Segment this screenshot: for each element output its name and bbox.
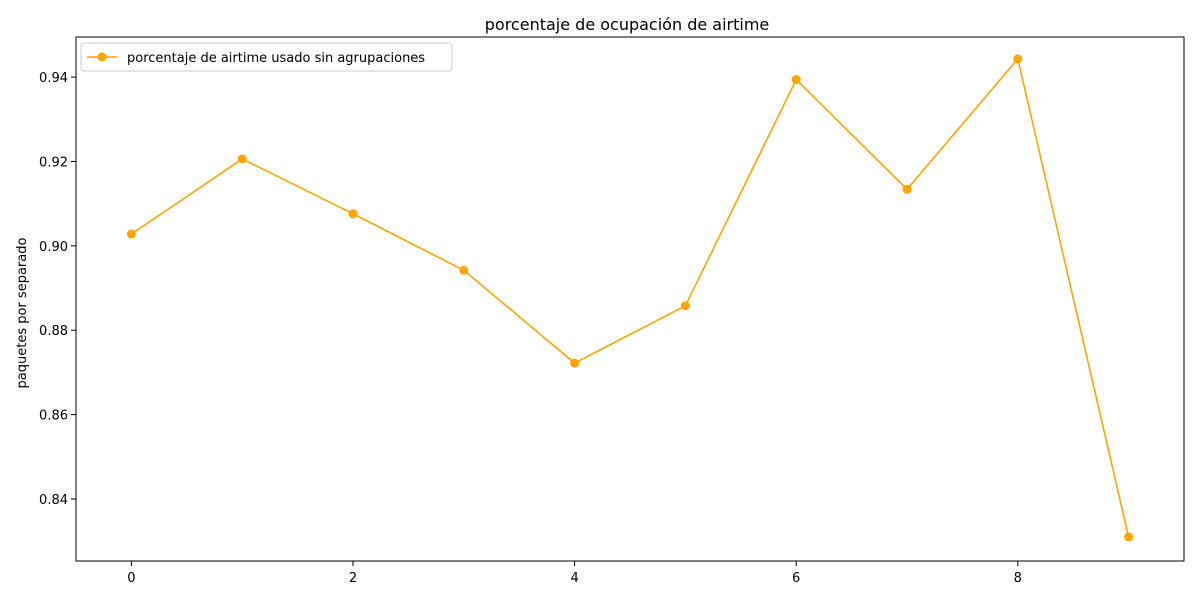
chart-title: porcentaje de ocupación de airtime [485, 15, 770, 34]
data-point [902, 184, 912, 194]
data-point [791, 75, 801, 85]
y-tick-label: 0.86 [39, 409, 68, 424]
legend-box [80, 42, 453, 72]
data-point [237, 154, 247, 164]
data-point [126, 229, 136, 239]
data-point [459, 265, 469, 275]
y-tick-label: 0.84 [39, 493, 68, 508]
y-tick-label: 0.92 [39, 155, 68, 170]
data-point [1124, 532, 1134, 542]
y-tick-label: 0.94 [39, 71, 68, 86]
plot-frame [75, 36, 1185, 562]
data-point [348, 209, 358, 219]
legend-label: porcentaje de airtime usado sin agrupaci… [127, 51, 425, 66]
data-point [570, 358, 580, 368]
y-tick-label: 0.90 [39, 240, 68, 255]
x-tick-label: 2 [349, 571, 357, 586]
data-point [1013, 54, 1023, 64]
series-layer [126, 54, 1134, 542]
legend: porcentaje de airtime usado sin agrupaci… [80, 42, 453, 72]
ticks-layer: 0 2 4 6 8 0.84 0.86 0.88 0.90 0.92 0.94 [39, 71, 1022, 586]
y-axis-title: paquetes por separado [15, 238, 30, 389]
series-line [130, 58, 1130, 538]
y-tick-label: 0.88 [39, 324, 68, 339]
x-tick-label: 0 [127, 571, 135, 586]
x-tick-label: 8 [1014, 571, 1022, 586]
legend-marker-swatch [97, 52, 107, 62]
x-tick-label: 4 [570, 571, 578, 586]
x-tick-label: 6 [792, 571, 800, 586]
data-point [680, 301, 690, 311]
